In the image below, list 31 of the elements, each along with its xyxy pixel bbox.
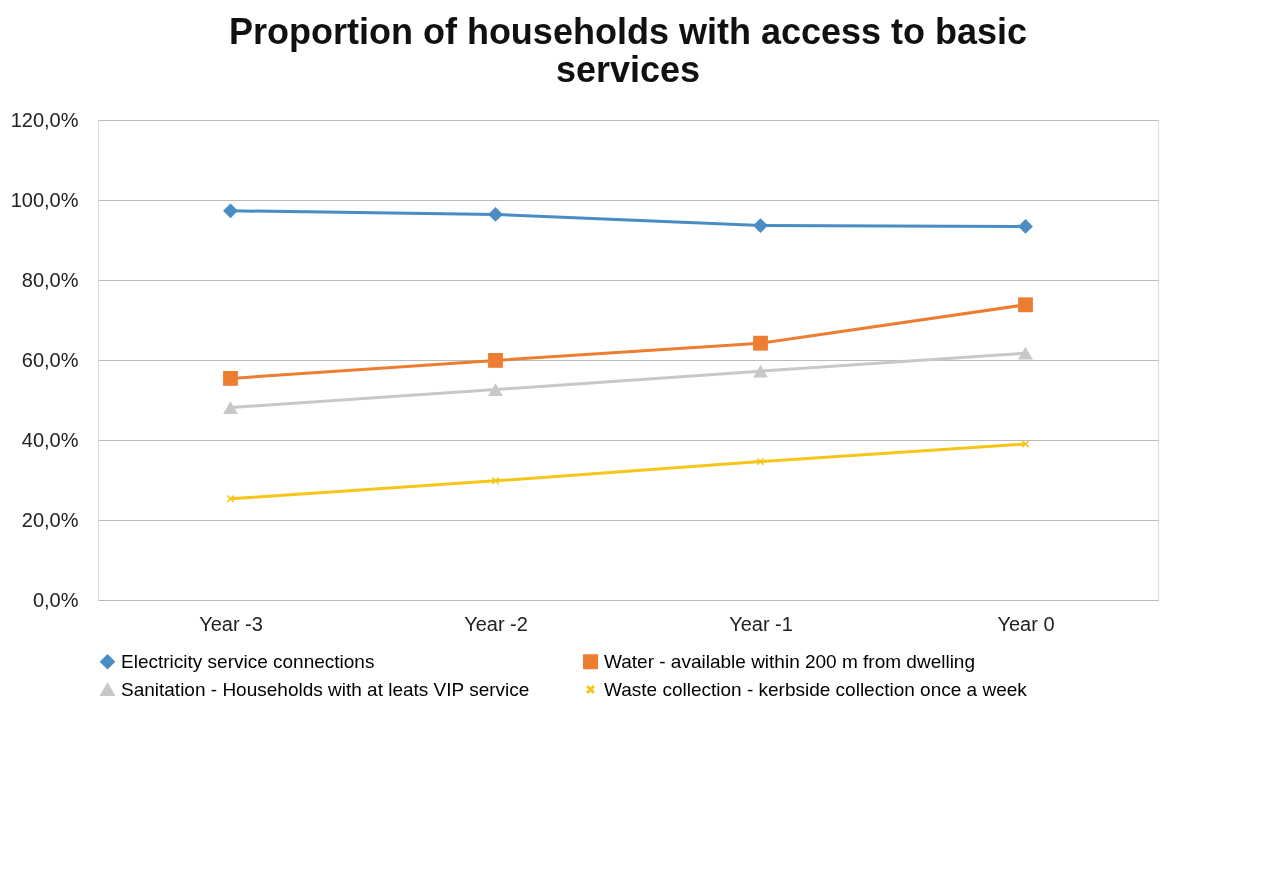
x-tick-label: Year -3 (199, 612, 263, 635)
point (223, 370, 238, 386)
point (223, 203, 238, 219)
legend-label: Sanitation - Households with at leats VIP service (121, 678, 530, 700)
y-tick-label: 120,0% (10, 108, 79, 131)
y-tick-label: 40,0% (21, 428, 79, 451)
y-tick-label: 0,0% (32, 588, 79, 611)
point (753, 364, 768, 378)
point (226, 495, 235, 503)
y-tick-label: 60,0% (21, 348, 79, 371)
x-tick-label: Year -1 (729, 612, 793, 635)
legend-label: Waste collection - kerbside collection once a week (604, 678, 1028, 700)
point (753, 218, 768, 234)
point (1018, 218, 1033, 234)
y-tick-label: 100,0% (10, 188, 79, 211)
chart-title: Proportion of households with access to basic services (228, 11, 1028, 90)
point (488, 383, 503, 397)
y-tick-label: 80,0% (21, 268, 79, 291)
point (488, 352, 503, 368)
point (491, 477, 500, 485)
point (753, 335, 768, 351)
point (1018, 297, 1033, 313)
point (223, 401, 238, 415)
legend-label: Electricity service connections (121, 650, 375, 672)
y-tick-label: 20,0% (21, 508, 79, 531)
x-tick-label: Year -2 (464, 612, 528, 635)
point (1018, 346, 1033, 360)
x-tick-label: Year 0 (997, 612, 1055, 635)
legend-label: Water - available within 200 m from dwelling (604, 650, 976, 672)
point (756, 457, 765, 466)
point (488, 206, 503, 222)
